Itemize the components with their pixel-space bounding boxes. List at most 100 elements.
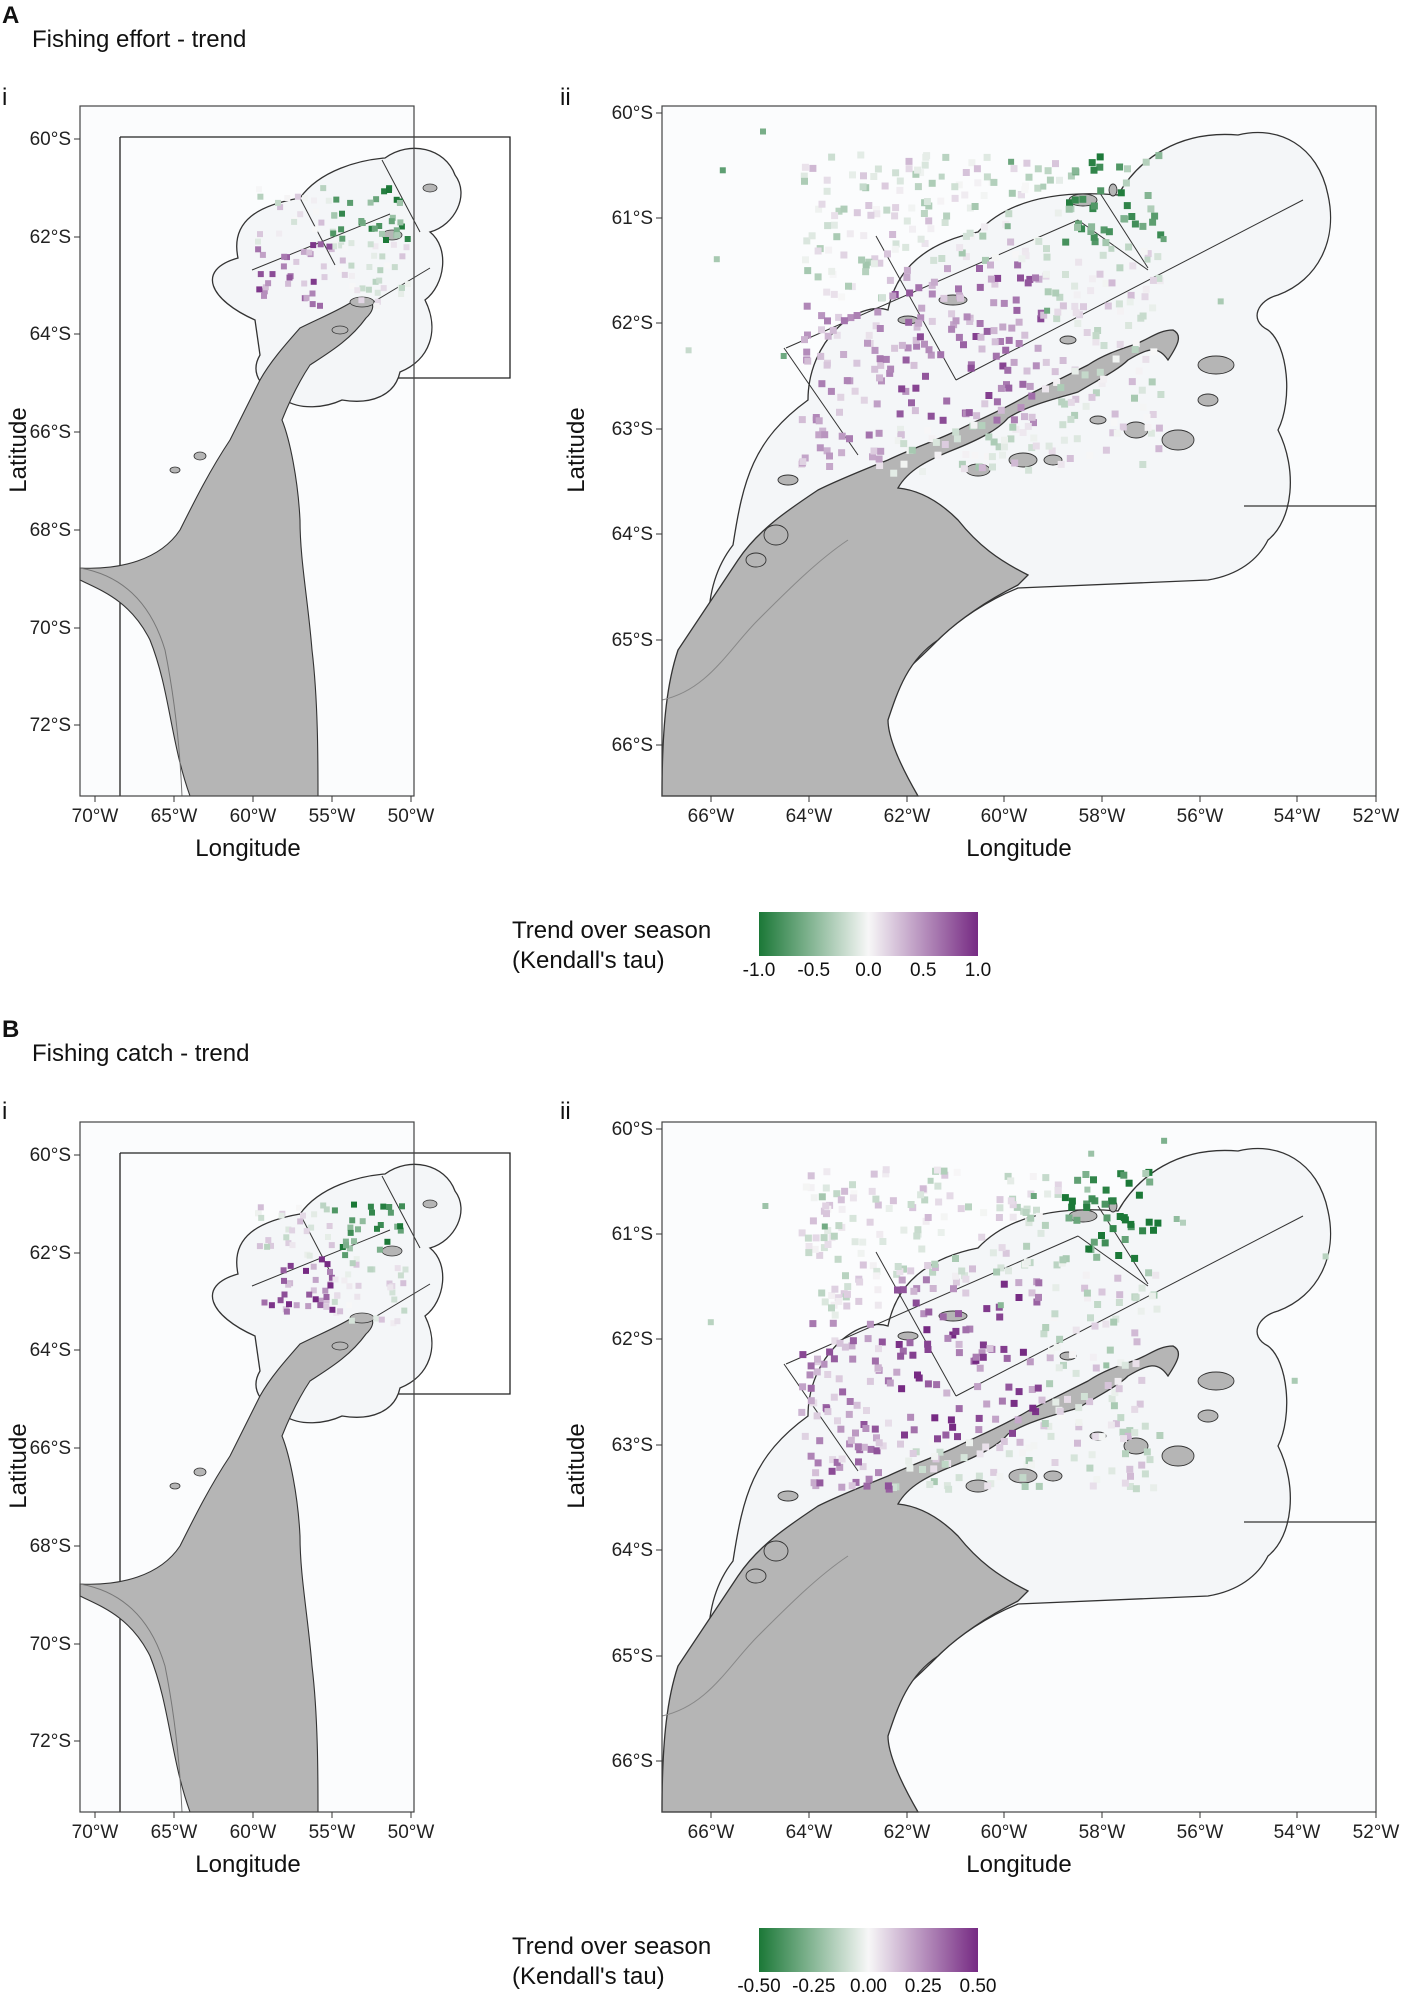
trend-cell [900,1265,907,1273]
trend-cell [1005,1450,1013,1458]
trend-cell [995,1214,1003,1221]
trend-cell [801,454,809,462]
trend-cell [804,267,812,275]
trend-cell [377,1222,384,1228]
trend-cell [830,221,838,229]
trend-cell [902,356,910,364]
trend-cell [850,1190,858,1198]
trend-cell [1032,362,1040,370]
trend-cell [1060,436,1068,444]
trend-cell [997,384,1005,392]
trend-cell [1023,159,1031,167]
trend-cell [950,1285,957,1293]
trend-cell [876,259,884,267]
trend-cell [934,451,942,459]
trend-cell [809,164,817,172]
trend-cell [949,1423,957,1431]
trend-cell [952,428,960,436]
trend-cell [914,1371,921,1379]
trend-cell [975,1472,983,1480]
trend-cell [1080,303,1087,311]
trend-cell [1035,1293,1042,1301]
trend-cell [895,1341,903,1348]
trend-cell [984,1482,992,1490]
trend-cell [1087,1314,1094,1322]
trend-cell [1000,443,1008,451]
trend-cell [308,1224,315,1231]
trend-cell [339,235,346,242]
trend-cell [257,271,264,278]
trend-cell [1061,1194,1069,1202]
trend-cell [1015,318,1023,326]
x-axis-label: Longitude [195,1851,300,1878]
trend-cell [801,177,808,185]
trend-cell [1092,1433,1100,1441]
trend-cell [822,1184,830,1192]
trend-cell [383,237,389,243]
trend-cell [403,244,410,251]
trend-cell [1116,340,1124,348]
trend-cell [919,468,926,475]
trend-cell [826,1201,834,1209]
trend-cell [1082,402,1090,410]
y-tick-label: 64°S [30,1340,71,1361]
trend-cell [376,1246,383,1253]
trend-cell [871,365,879,373]
trend-cell [1119,423,1127,431]
trend-cell [326,243,333,250]
trend-cell [830,290,838,298]
trend-cell [373,196,380,203]
trend-cell [1137,1307,1145,1315]
trend-cell [1024,279,1032,287]
trend-cell [1057,384,1065,392]
trend-cell [944,265,951,273]
trend-cell [848,283,856,291]
trend-cell [1000,299,1008,307]
trend-cell [991,254,999,262]
trend-cell [1009,423,1017,431]
trend-cell [853,209,861,217]
trend-cell [1066,199,1073,207]
trend-cell [1052,160,1059,168]
trend-cell [835,1375,843,1383]
trend-cell [834,1255,842,1263]
trend-cell [379,230,385,237]
trend-cell [857,1249,865,1257]
trend-cell [1074,1176,1082,1184]
trend-cell [1030,434,1038,442]
trend-cell [896,177,904,185]
trend-cell [1087,228,1095,235]
trend-cell [1067,415,1075,423]
y-tick-label: 72°S [30,715,71,736]
trend-cell [367,241,374,248]
trend-cell [327,1268,333,1275]
y-axis-label: Latitude [563,1423,590,1508]
x-tick-label: 56°W [1177,806,1224,827]
trend-cell [1102,239,1110,247]
trend-cell [1074,320,1082,327]
trend-cell [1057,1412,1065,1420]
trend-cell [902,243,910,251]
trend-cell [323,1303,330,1310]
detail-map: 66°W 64°W 62°W 60°W 58°W 56°W 54°W 52°W 60°S 61°S… [563,1119,1399,1878]
trend-cell [1132,1360,1140,1368]
trend-cell [1089,1482,1097,1490]
y-tick-label: 65°S [612,630,653,651]
trend-cell [342,1252,349,1259]
trend-cell [814,1355,821,1363]
island [193,1467,207,1477]
trend-cell [969,1265,976,1273]
trend-cell [823,288,831,296]
trend-cell [884,1482,892,1490]
trend-cell [1112,1420,1120,1428]
trend-cell [990,438,998,446]
trend-cell [799,458,807,466]
ice-shelf-line [661,1555,849,1717]
trend-cell [891,245,899,253]
trend-cell [938,255,946,262]
trend-cell [339,210,345,217]
trend-cell [1098,1288,1106,1296]
inset-boundary [119,136,511,796]
trend-cell [401,1307,408,1314]
trend-cell [293,258,300,265]
